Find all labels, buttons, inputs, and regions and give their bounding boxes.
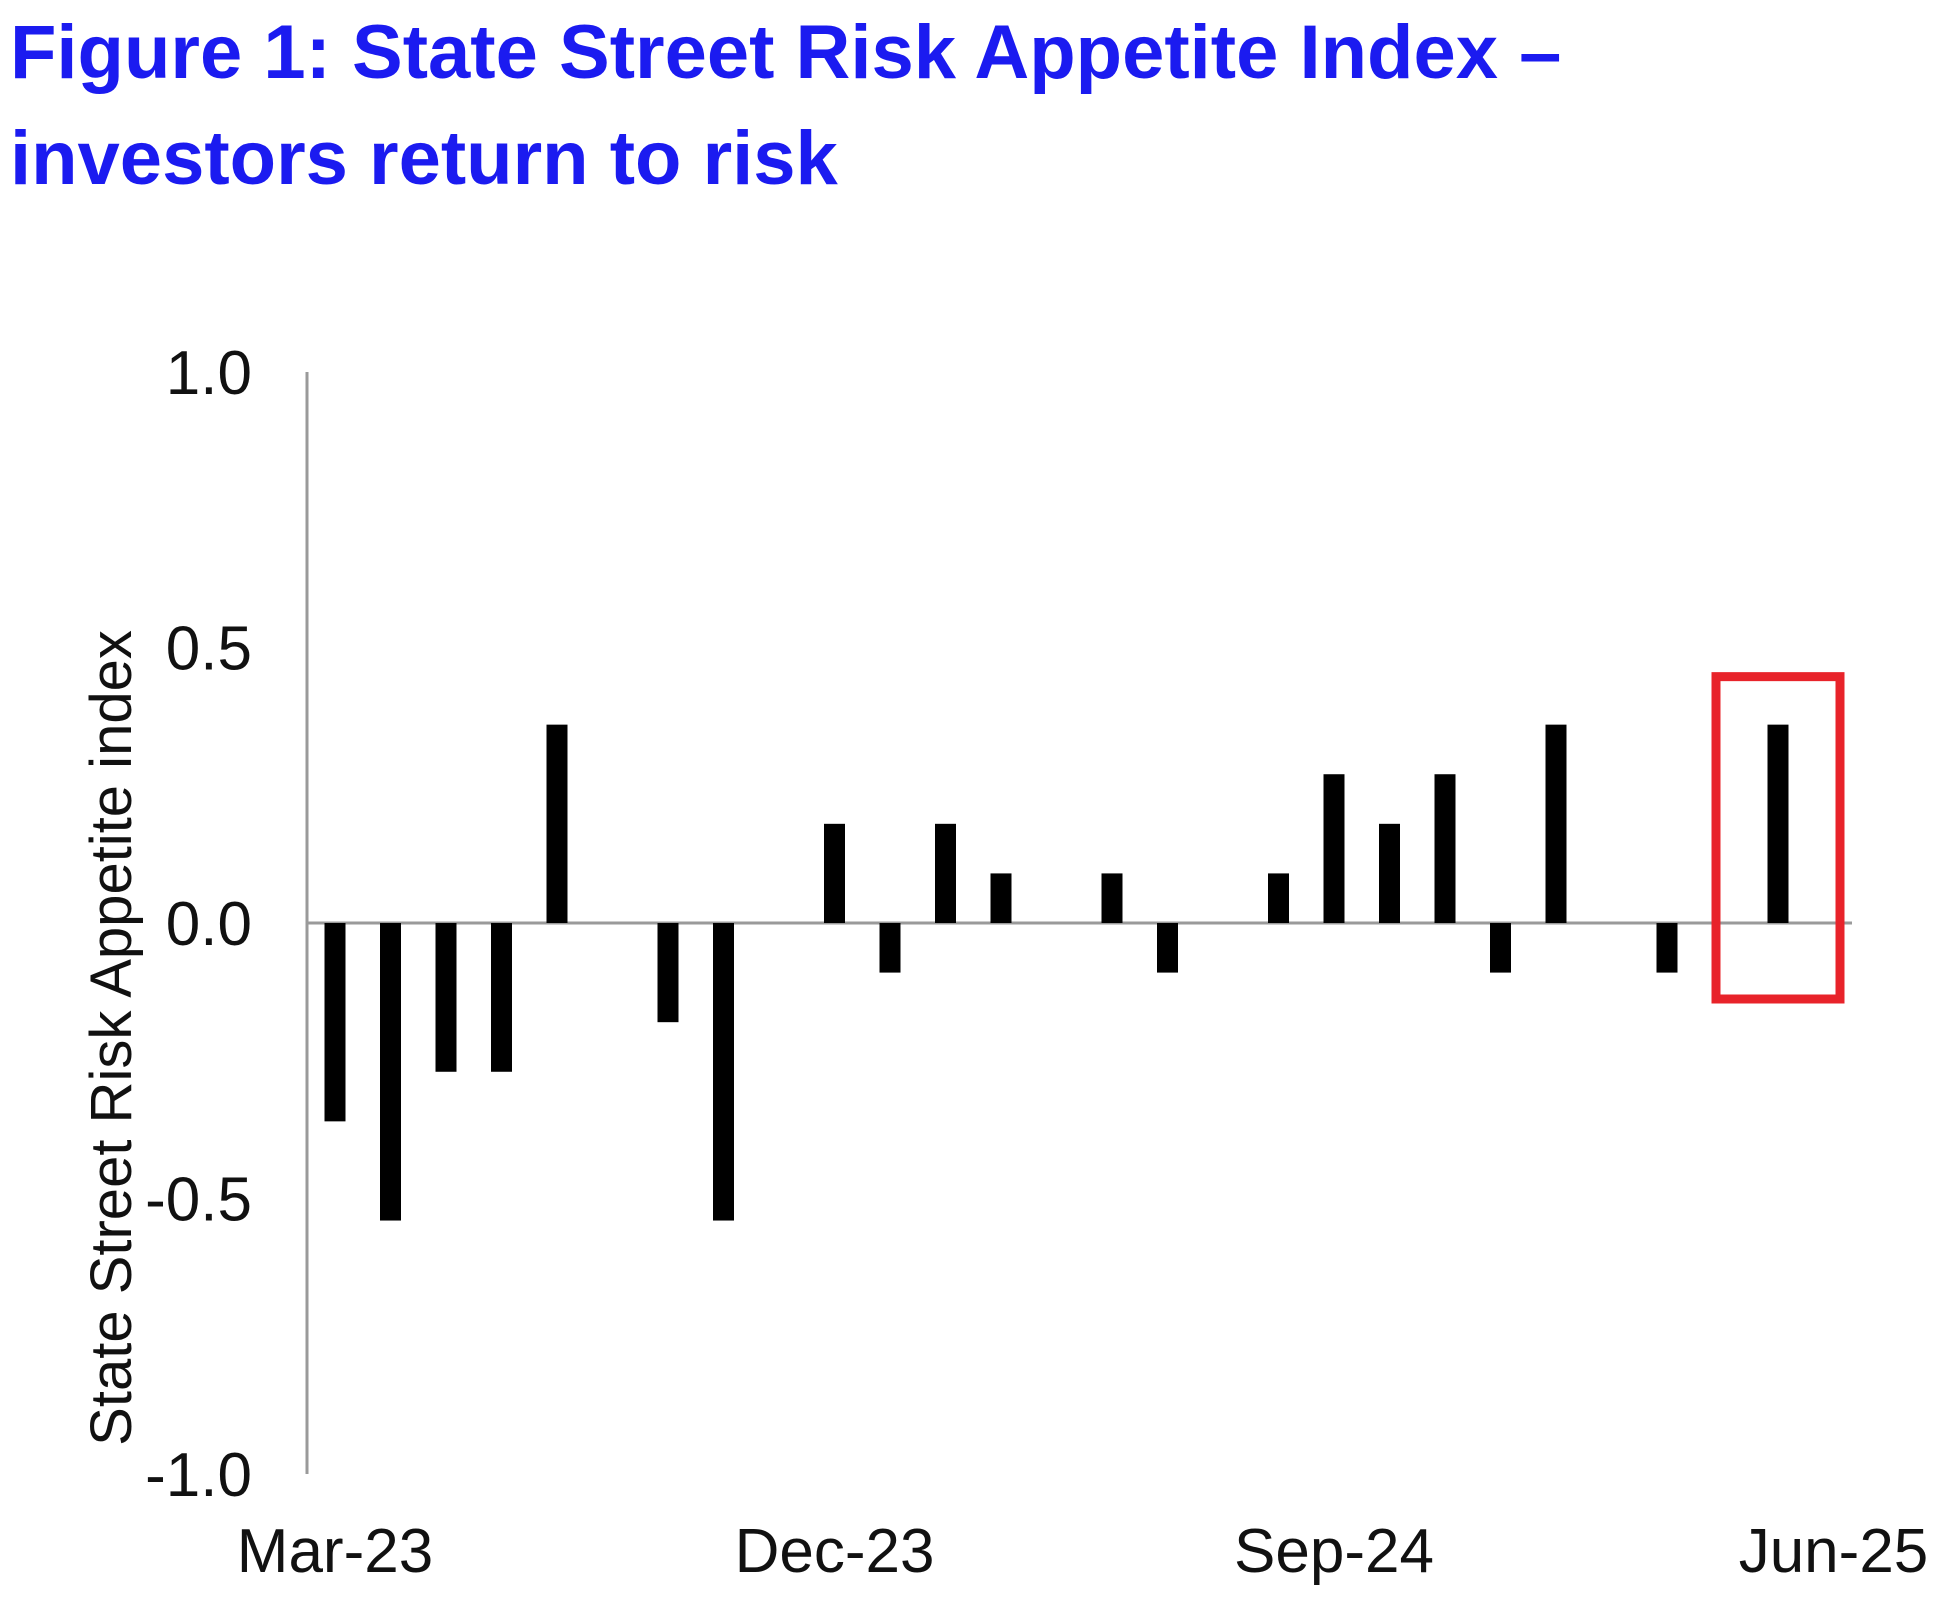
bar-jul-23	[546, 724, 568, 923]
y-tick-label: -1.0	[145, 1441, 252, 1510]
bar-oct-23	[713, 923, 734, 1221]
x-tick-label: Sep-24	[1234, 1517, 1434, 1586]
x-tick-label: Mar-23	[237, 1517, 433, 1586]
y-tick-label: -0.5	[145, 1166, 252, 1235]
y-axis: 1.0 0.5 0.0 -0.5 -1.0	[145, 339, 309, 1510]
bar-jun-23	[491, 923, 512, 1072]
bar-jan-24	[879, 923, 901, 973]
chart-title-line-1: Figure 1: State Street Risk Appetite Ind…	[10, 10, 1562, 95]
bar-mar-23	[324, 923, 346, 1122]
bar-sep-24	[1323, 774, 1345, 923]
x-tick-label: Jun-25	[1739, 1517, 1929, 1586]
highlight-box	[1711, 672, 1845, 1004]
bar-jan-25	[1545, 724, 1567, 923]
bar-may-24	[1101, 873, 1123, 923]
chart-title-line-2: investors return to risk	[10, 116, 838, 201]
y-tick-label: 0.5	[166, 615, 252, 684]
x-tick-label: Dec-23	[735, 1517, 935, 1586]
chart-title: Figure 1: State Street Risk Appetite Ind…	[10, 0, 1910, 212]
highlight-group	[1711, 672, 1845, 1004]
bar-may-25	[1767, 724, 1789, 923]
bar-aug-24	[1268, 873, 1289, 923]
bar-series	[324, 724, 1789, 1221]
bar-apr-23	[380, 923, 401, 1221]
y-tick-label: 0.0	[166, 890, 252, 959]
bar-mar-25	[1656, 923, 1678, 973]
bar-sep-23	[657, 923, 679, 1023]
bar-nov-24	[1434, 774, 1456, 923]
y-tick-label: 1.0	[166, 339, 252, 408]
bar-oct-24	[1379, 823, 1400, 923]
bar-dec-23	[824, 823, 845, 923]
bar-jun-24	[1157, 923, 1178, 973]
bar-mar-24	[990, 873, 1012, 923]
bar-dec-24	[1490, 923, 1511, 973]
y-axis-title: State Street Risk Appetite index	[79, 630, 144, 1446]
bar-may-23	[435, 923, 457, 1072]
bar-feb-24	[935, 823, 956, 923]
x-axis: Mar-23 Dec-23 Sep-24 Jun-25	[237, 921, 1929, 1586]
